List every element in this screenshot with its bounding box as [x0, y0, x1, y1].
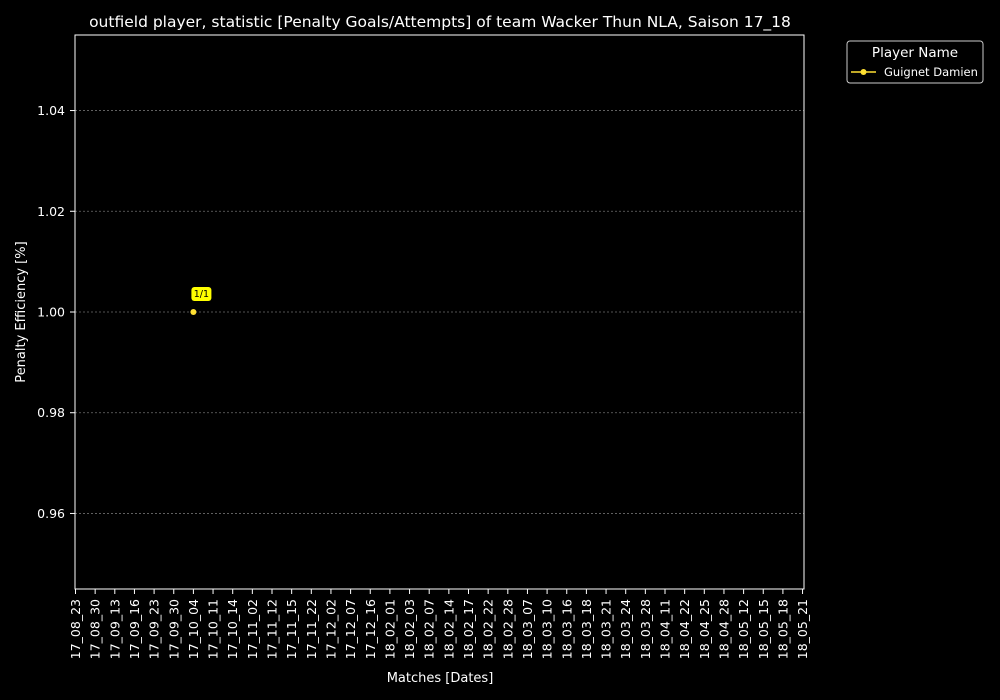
x-tick-label: 18_02_03	[402, 599, 417, 659]
x-tick-label: 17_08_23	[68, 599, 83, 659]
x-tick-label: 17_11_22	[304, 599, 319, 659]
x-tick-label: 17_09_30	[166, 599, 181, 659]
x-tick-label: 18_03_18	[579, 599, 594, 659]
x-tick-label: 17_10_14	[225, 599, 240, 659]
grid-lines	[75, 110, 804, 514]
y-axis: 0.96 0.98 1.00 1.02 1.04	[37, 103, 75, 521]
x-tick-label: 17_11_15	[284, 599, 299, 659]
x-tick-label: 18_05_15	[756, 599, 771, 659]
data-label: 1/1	[194, 289, 209, 300]
y-tick-label: 0.96	[37, 506, 65, 521]
x-tick-label: 18_03_28	[638, 599, 653, 659]
y-axis-label: Penalty Efficiency [%]	[14, 241, 29, 382]
x-tick-label: 18_03_07	[520, 599, 535, 659]
x-tick-label: 18_02_07	[422, 599, 437, 659]
legend-entry-label: Guignet Damien	[884, 65, 978, 79]
legend-marker-swatch	[860, 69, 867, 75]
x-tick-label: 17_08_30	[88, 599, 103, 659]
legend-box	[846, 40, 984, 84]
x-tick-label: 17_11_12	[265, 599, 280, 659]
x-tick-label: 18_05_18	[775, 599, 790, 659]
y-tick-label: 1.04	[37, 103, 65, 118]
x-tick-label: 17_12_07	[343, 599, 358, 659]
legend: Player Name Guignet Damien	[846, 40, 984, 84]
x-tick-label: 18_04_28	[716, 599, 731, 659]
x-tick-label: 18_02_22	[481, 599, 496, 659]
x-tick-label: 17_10_11	[206, 599, 221, 659]
x-tick-label: 17_09_23	[147, 599, 162, 659]
x-tick-label: 17_09_16	[127, 599, 142, 659]
data-series: 1/1	[190, 287, 212, 315]
x-tick-label: 18_02_14	[441, 599, 456, 659]
x-tick-label: 18_03_10	[540, 599, 555, 659]
x-tick-label: 17_10_04	[186, 599, 201, 659]
x-tick-label: 18_02_17	[461, 599, 476, 659]
x-tick-label: 18_05_12	[736, 599, 751, 659]
y-tick-label: 0.98	[37, 405, 65, 420]
y-tick-label: 1.00	[37, 305, 65, 320]
x-tick-label: 18_02_01	[382, 599, 397, 659]
x-tick-label: 18_05_21	[795, 599, 810, 659]
x-tick-label: 18_04_11	[658, 599, 673, 659]
x-tick-label: 17_12_02	[323, 599, 338, 659]
y-tick-label: 1.02	[37, 204, 65, 219]
x-axis: 17_08_23 17_08_30 17_09_13 17_09_16 17_09_23…	[68, 589, 810, 659]
x-axis-label: Matches [Dates]	[387, 671, 494, 686]
x-tick-label: 17_12_16	[363, 599, 378, 659]
chart-title: outfield player, statistic [Penalty Goal…	[89, 13, 791, 32]
x-tick-label: 17_11_02	[245, 599, 260, 659]
x-tick-label: 18_03_24	[618, 599, 633, 659]
legend-title: Player Name	[872, 45, 958, 61]
x-tick-label: 18_04_22	[677, 599, 692, 659]
x-tick-label: 18_02_28	[500, 599, 515, 659]
x-tick-label: 18_03_16	[559, 599, 574, 659]
x-tick-label: 18_04_25	[697, 599, 712, 659]
x-tick-label: 18_03_21	[599, 599, 614, 659]
data-point	[190, 309, 197, 315]
data-label-box	[191, 287, 212, 301]
x-tick-label: 17_09_13	[107, 599, 122, 659]
